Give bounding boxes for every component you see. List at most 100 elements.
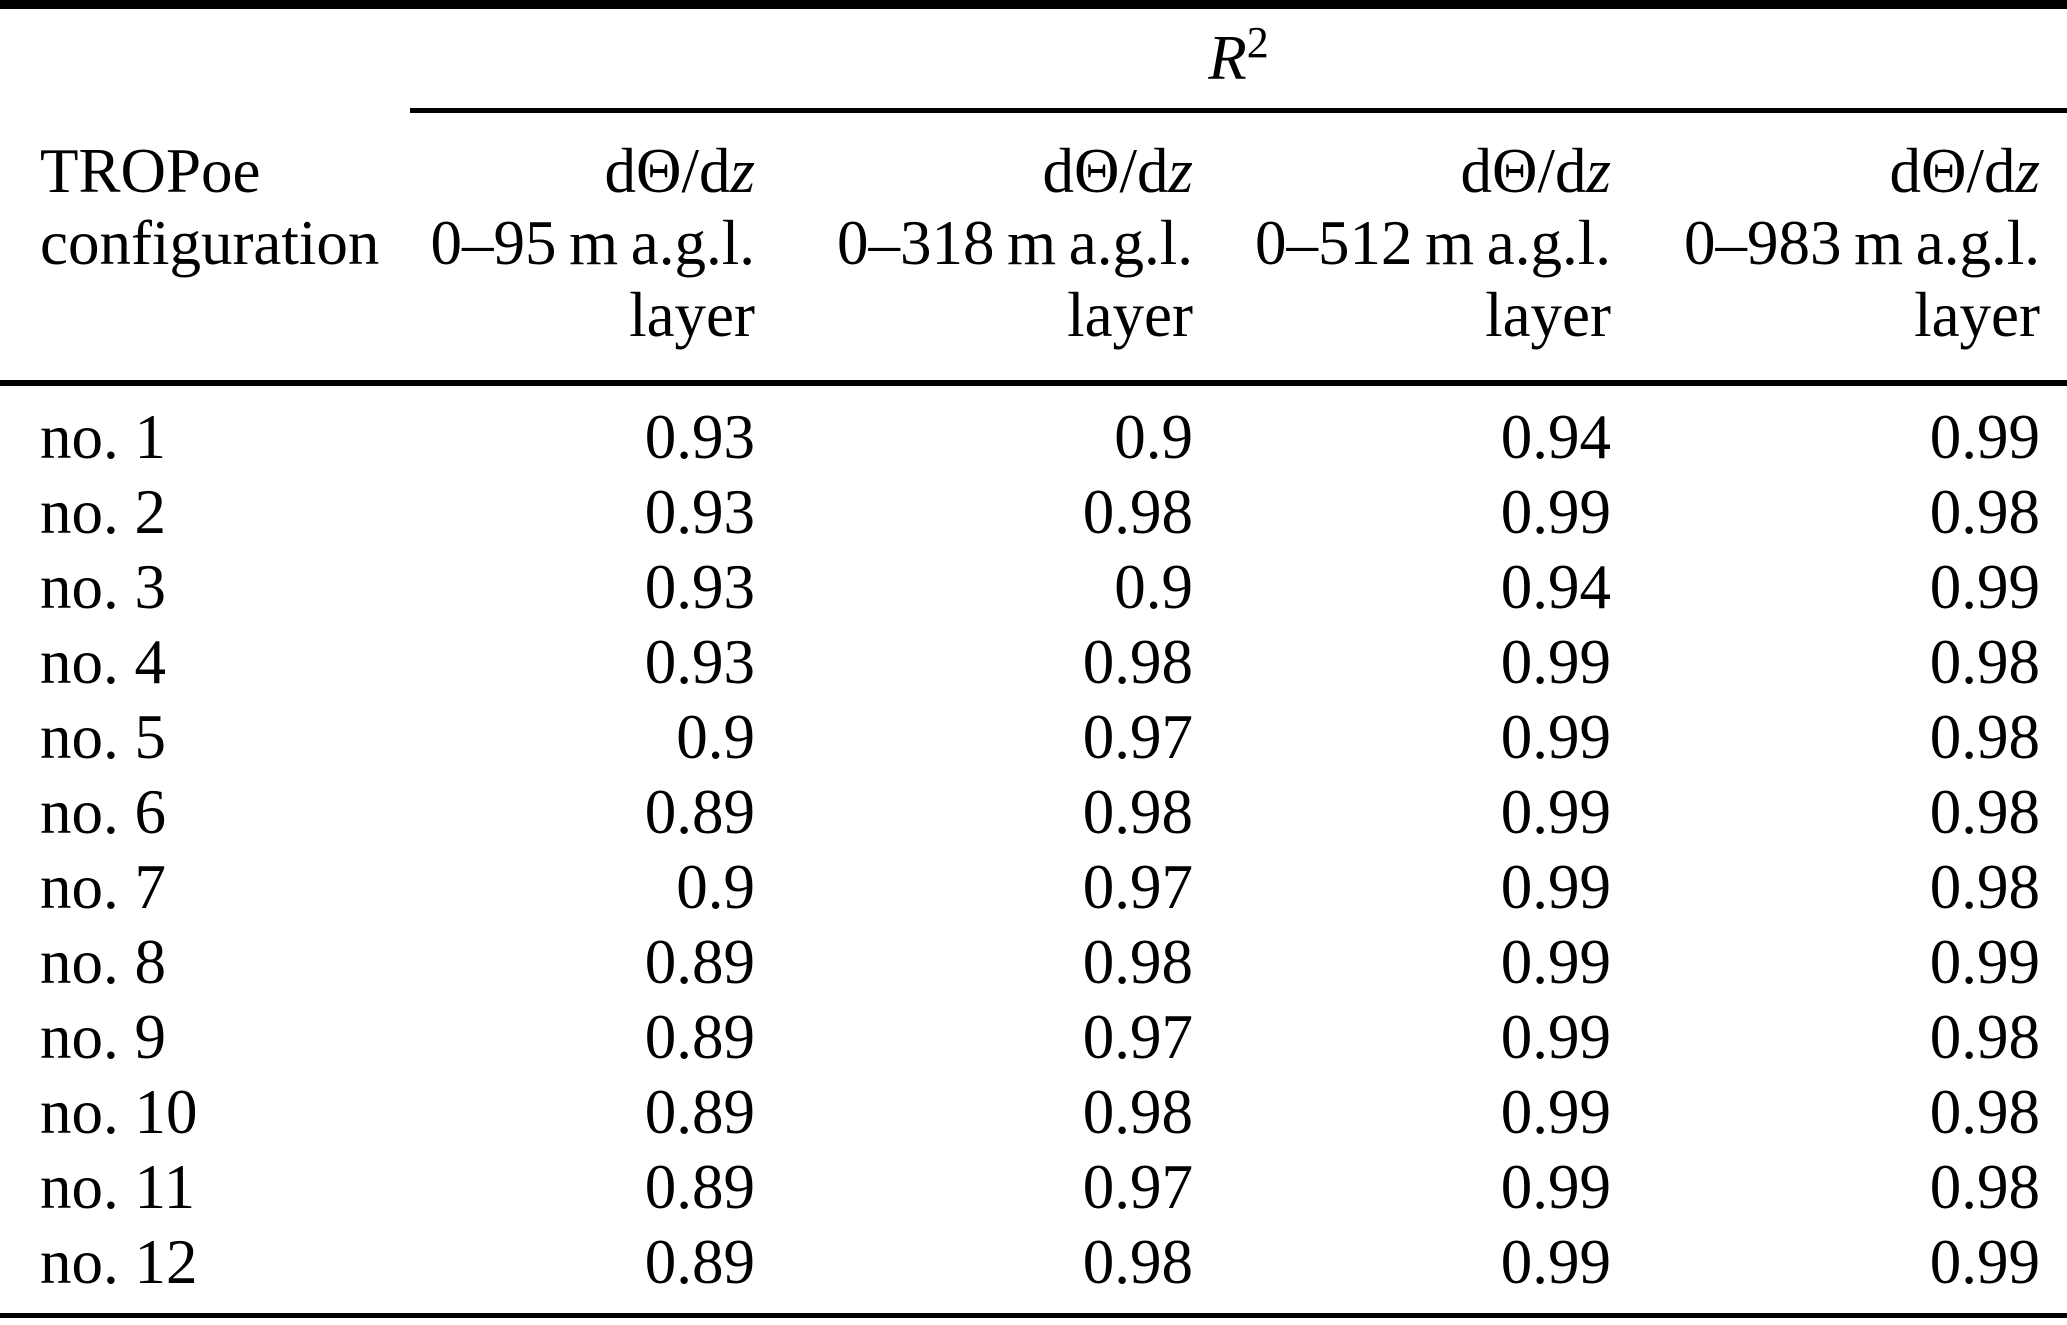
row-label: no. 10 (40, 1077, 198, 1147)
cell-value: 0.99 (1500, 777, 1611, 847)
cell-value: 0.98 (1082, 1227, 1193, 1297)
cell-value: 0.99 (1929, 552, 2040, 622)
table-row: no. 8 0.89 0.98 0.99 0.99 (0, 925, 2067, 1000)
layer-word: layer (1485, 280, 1611, 350)
cell-value: 0.98 (1929, 477, 2040, 547)
cell-value: 0.89 (644, 1152, 755, 1222)
column-header-layer-0-318: dΘ/dz 0–318 m a.g.l. layer (755, 135, 1193, 351)
row-label: no. 4 (40, 627, 166, 697)
cell-value: 0.94 (1500, 552, 1611, 622)
config-header-line1: TROPoe (40, 136, 261, 206)
layer-range: 0–983 m a.g.l. (1684, 208, 2040, 278)
layer-word: layer (629, 280, 755, 350)
cell-value: 0.89 (644, 777, 755, 847)
cell-value: 0.89 (644, 1002, 755, 1072)
table-row: no. 11 0.89 0.97 0.99 0.98 (0, 1150, 2067, 1225)
gradient-variable: z (730, 136, 755, 206)
cell-value: 0.99 (1500, 477, 1611, 547)
cell-value: 0.99 (1500, 852, 1611, 922)
row-label: no. 12 (40, 1227, 198, 1297)
config-header-line2: configuration (40, 208, 380, 278)
gradient-symbol: dΘ/dz (1611, 135, 2040, 207)
r-exponent: 2 (1246, 18, 1269, 67)
table-row: no. 4 0.93 0.98 0.99 0.98 (0, 625, 2067, 700)
cell-value: 0.98 (1082, 1077, 1193, 1147)
layer-word: layer (1067, 280, 1193, 350)
column-header-configuration: TROPoe configuration (0, 135, 410, 351)
table-row: no. 5 0.9 0.97 0.99 0.98 (0, 700, 2067, 775)
table-top-rule (0, 0, 2067, 9)
row-label: no. 1 (40, 402, 166, 472)
cell-value: 0.93 (644, 627, 755, 697)
gradient-prefix: dΘ/d (604, 136, 731, 206)
cell-value: 0.97 (1082, 702, 1193, 772)
cell-value: 0.98 (1929, 627, 2040, 697)
table-bottom-rule (0, 1313, 2067, 1318)
cell-value: 0.99 (1500, 627, 1611, 697)
cell-value: 0.9 (1114, 402, 1193, 472)
r-squared-label: R2 (1208, 21, 1268, 95)
cell-value: 0.99 (1500, 1002, 1611, 1072)
cell-value: 0.9 (676, 852, 755, 922)
gradient-prefix: dΘ/d (1460, 136, 1587, 206)
cell-value: 0.99 (1929, 1227, 2040, 1297)
header-separator-rule (0, 380, 2067, 386)
cell-value: 0.99 (1929, 927, 2040, 997)
table-body: no. 1 0.93 0.9 0.94 0.99 no. 2 0.93 0.98… (0, 386, 2067, 1313)
table-row: no. 7 0.9 0.97 0.99 0.98 (0, 850, 2067, 925)
group-header-band: R2 (410, 9, 2067, 108)
cell-value: 0.93 (644, 477, 755, 547)
cell-value: 0.99 (1500, 1227, 1611, 1297)
cell-value: 0.93 (644, 402, 755, 472)
layer-range: 0–95 m a.g.l. (430, 208, 755, 278)
cell-value: 0.97 (1082, 1152, 1193, 1222)
row-label: no. 7 (40, 852, 166, 922)
cell-value: 0.98 (1929, 702, 2040, 772)
cell-value: 0.98 (1082, 927, 1193, 997)
gradient-prefix: dΘ/d (1042, 136, 1169, 206)
cell-value: 0.98 (1082, 627, 1193, 697)
cell-value: 0.98 (1929, 1002, 2040, 1072)
gradient-symbol: dΘ/dz (755, 135, 1193, 207)
cell-value: 0.98 (1082, 777, 1193, 847)
table-row: no. 10 0.89 0.98 0.99 0.98 (0, 1075, 2067, 1150)
cell-value: 0.9 (676, 702, 755, 772)
cell-value: 0.97 (1082, 852, 1193, 922)
gradient-variable: z (1586, 136, 1611, 206)
cell-value: 0.99 (1929, 402, 2040, 472)
layer-range: 0–512 m a.g.l. (1255, 208, 1611, 278)
cell-value: 0.97 (1082, 1002, 1193, 1072)
cell-value: 0.98 (1929, 852, 2040, 922)
table-row: no. 3 0.93 0.9 0.94 0.99 (0, 550, 2067, 625)
cell-value: 0.99 (1500, 702, 1611, 772)
cell-value: 0.89 (644, 927, 755, 997)
row-label: no. 11 (40, 1152, 196, 1222)
cell-value: 0.99 (1500, 1077, 1611, 1147)
gradient-variable: z (1168, 136, 1193, 206)
cell-value: 0.98 (1929, 1152, 2040, 1222)
layer-range: 0–318 m a.g.l. (837, 208, 1193, 278)
row-label: no. 6 (40, 777, 166, 847)
cell-value: 0.94 (1500, 402, 1611, 472)
cell-value: 0.9 (1114, 552, 1193, 622)
r-symbol: R (1208, 23, 1247, 93)
column-header-layer-0-983: dΘ/dz 0–983 m a.g.l. layer (1611, 135, 2067, 351)
gradient-symbol: dΘ/dz (1193, 135, 1611, 207)
layer-word: layer (1914, 280, 2040, 350)
column-header-layer-0-512: dΘ/dz 0–512 m a.g.l. layer (1193, 135, 1611, 351)
cell-value: 0.98 (1082, 477, 1193, 547)
group-header-underline-rule (410, 108, 2067, 113)
cell-value: 0.89 (644, 1227, 755, 1297)
table-row: no. 1 0.93 0.9 0.94 0.99 (0, 400, 2067, 475)
cell-value: 0.99 (1500, 1152, 1611, 1222)
cell-value: 0.93 (644, 552, 755, 622)
cell-value: 0.98 (1929, 1077, 2040, 1147)
row-label: no. 9 (40, 1002, 166, 1072)
table-row: no. 2 0.93 0.98 0.99 0.98 (0, 475, 2067, 550)
column-header-layer-0-95: dΘ/dz 0–95 m a.g.l. layer (410, 135, 755, 351)
table-row: no. 12 0.89 0.98 0.99 0.99 (0, 1225, 2067, 1300)
column-header-row: TROPoe configuration dΘ/dz 0–95 m a.g.l.… (0, 113, 2067, 380)
cell-value: 0.89 (644, 1077, 755, 1147)
gradient-prefix: dΘ/d (1889, 136, 2016, 206)
cell-value: 0.98 (1929, 777, 2040, 847)
